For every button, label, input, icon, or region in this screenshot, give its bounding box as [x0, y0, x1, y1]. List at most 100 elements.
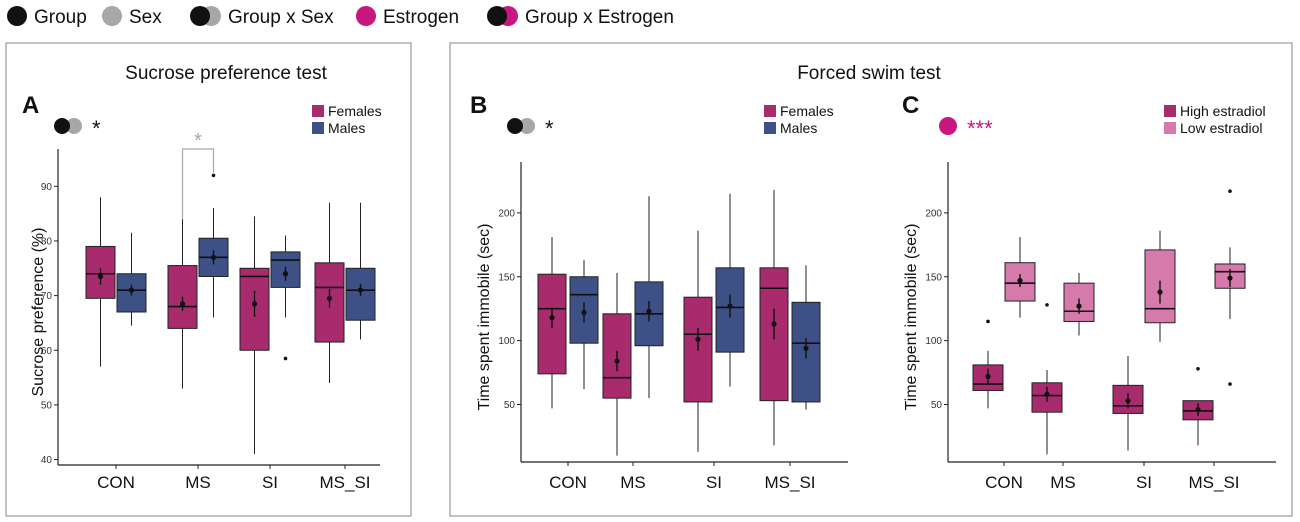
outlier-point: [211, 173, 216, 178]
y-tick-label: 100: [498, 336, 515, 347]
significance-stars: *: [92, 116, 101, 141]
box-high-estradiol: [1112, 384, 1144, 414]
panel-letter: C: [902, 92, 919, 119]
mean-point: [727, 303, 733, 309]
y-tick-label: 200: [925, 208, 942, 219]
y-tick-label: 200: [498, 208, 515, 219]
mean-point: [1125, 398, 1131, 404]
mean-point: [581, 309, 587, 316]
outlier-point: [283, 356, 288, 361]
box-males: [116, 273, 147, 313]
y-tick-label: 150: [498, 272, 515, 283]
y-tick-label: 50: [931, 400, 943, 411]
group-x-estrogen-black-dot-icon: [487, 6, 507, 26]
significance-legend: Group Sex Group x Sex Estrogen Group x E…: [7, 6, 674, 28]
panel-letter: A: [22, 92, 39, 119]
swim-section-frame: [449, 42, 1293, 517]
legend-label: Males: [780, 120, 817, 136]
panel-b-forced-swim-sex: B 50 100 150 200 Time spent immobile (sec) CON…: [470, 92, 848, 492]
legend-label: Females: [780, 103, 834, 119]
legend-swatch: [764, 105, 776, 117]
group-x-sex-black-dot-icon: [190, 6, 210, 26]
sucrose-section-frame: [5, 42, 412, 517]
legend-group-label: Group: [34, 7, 87, 28]
x-tick-label: CON: [549, 473, 587, 492]
x-tick-label: MS_SI: [319, 473, 370, 492]
group-x-sex-black-dot-icon: [507, 118, 523, 134]
significance-stars: ***: [967, 116, 993, 141]
mean-point: [128, 287, 135, 293]
mean-point: [1044, 391, 1050, 397]
mean-point: [1195, 407, 1201, 413]
panel-letter: B: [470, 92, 487, 119]
mean-point: [771, 321, 777, 327]
mean-point: [549, 315, 555, 321]
x-tick-label: MS_SI: [764, 473, 815, 492]
mean-point: [210, 254, 217, 260]
outlier-point: [1228, 382, 1232, 386]
comparison-bracket: [181, 148, 215, 220]
estrogen-dot-icon: [356, 6, 376, 26]
y-tick-label: 70: [41, 291, 53, 302]
panel-c-forced-swim-estradiol: C 50 100 150 200 Time spent immobile (sec) CON…: [902, 92, 1276, 492]
legend-label: Low estradiol: [1180, 120, 1263, 136]
mean-point: [1017, 277, 1023, 284]
x-tick-label: SI: [1136, 473, 1152, 492]
mean-point: [251, 301, 258, 307]
mean-point: [985, 373, 991, 380]
outlier-point: [1228, 189, 1232, 193]
mean-point: [803, 345, 809, 351]
mean-point: [357, 287, 364, 293]
mean-point: [1157, 289, 1163, 295]
sex-dot-icon: [102, 6, 122, 26]
mean-point: [1076, 303, 1082, 309]
mean-point: [646, 308, 652, 314]
y-tick-label: 90: [41, 182, 53, 193]
significance-stars: *: [545, 116, 554, 141]
panel-a-sucrose-preference: A 40 50 60 70 80 90 Sucrose preference (%) CON MS…: [22, 92, 382, 492]
legend-label: Females: [328, 103, 382, 119]
x-tick-label: SI: [706, 473, 722, 492]
legend-label: High estradiol: [1180, 103, 1266, 119]
y-axis-label: Time spent immobile (sec): [476, 223, 493, 410]
y-axis-label: Time spent immobile (sec): [903, 223, 920, 410]
x-tick-label: MS: [185, 473, 211, 492]
swim-section-title: Forced swim test: [797, 63, 941, 84]
legend-sex-label: Sex: [129, 7, 162, 28]
x-tick-label: MS_SI: [1188, 473, 1239, 492]
mean-point: [614, 358, 620, 364]
outlier-point: [986, 319, 990, 324]
legend-label: Males: [328, 120, 365, 136]
legend-group-x-estrogen-label: Group x Estrogen: [525, 7, 674, 28]
group-dot-icon: [7, 6, 27, 26]
mean-point: [1227, 275, 1233, 281]
mean-point: [282, 271, 289, 277]
box-males: [715, 267, 745, 353]
legend-swatch: [1164, 105, 1176, 117]
x-tick-label: SI: [262, 473, 278, 492]
legend-swatch: [312, 122, 324, 134]
y-tick-label: 100: [925, 336, 942, 347]
mean-point: [97, 273, 104, 280]
legend-group-x-sex-label: Group x Sex: [228, 7, 334, 28]
legend-swatch: [764, 122, 776, 134]
group-x-sex-grey-dot-icon: [66, 118, 82, 134]
legend-estrogen-label: Estrogen: [383, 7, 459, 28]
x-tick-label: CON: [97, 473, 135, 492]
x-tick-label: CON: [985, 473, 1023, 492]
outlier-point: [1196, 366, 1200, 371]
y-tick-label: 60: [41, 346, 53, 357]
group-x-sex-grey-dot-icon: [519, 118, 535, 134]
sucrose-section-title: Sucrose preference test: [125, 63, 327, 84]
y-tick-label: 80: [41, 236, 53, 247]
legend-swatch: [1164, 122, 1176, 134]
mean-point: [179, 301, 186, 307]
x-tick-label: MS: [620, 473, 646, 492]
group-x-sex-black-dot-icon: [54, 118, 70, 134]
outlier-point: [1045, 303, 1049, 307]
x-tick-label: MS: [1050, 473, 1076, 492]
y-tick-label: 50: [504, 400, 516, 411]
mean-point: [695, 336, 701, 342]
y-tick-label: 150: [925, 272, 942, 283]
